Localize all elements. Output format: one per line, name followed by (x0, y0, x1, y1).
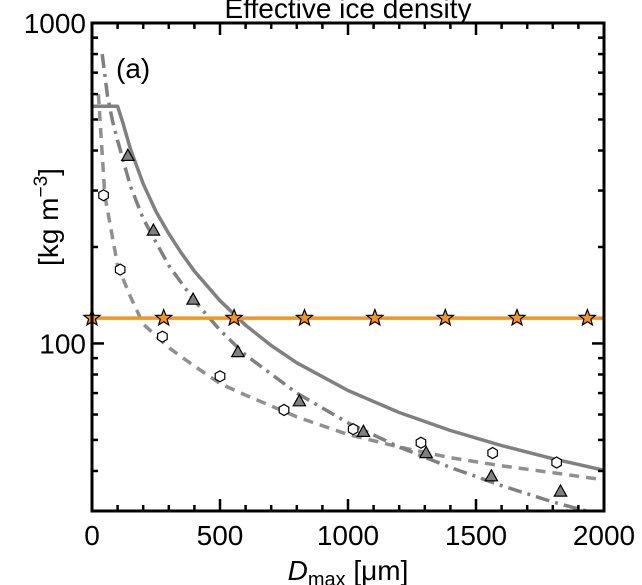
x-axis-label-subscript: max (308, 569, 346, 585)
star-marker (577, 307, 598, 327)
triangle-marker (553, 483, 568, 497)
hexagon-marker (114, 263, 126, 276)
triangle-marker (292, 393, 307, 407)
hexagon-marker (98, 189, 109, 202)
triangle-marker (185, 291, 201, 305)
y-axis-label-unit: [kg m (33, 197, 64, 265)
triangle-marker (120, 148, 136, 161)
star-marker (224, 307, 244, 327)
y-axis-label: [kg m−3] (31, 168, 64, 266)
hexagon-marker (214, 370, 226, 383)
triangle-marker (418, 445, 434, 459)
star-marker (153, 307, 174, 327)
y-axis-label-bracket: ] (33, 168, 64, 176)
series-line-solid (92, 104, 604, 473)
panel-label: (a) (116, 53, 150, 84)
chart-title: Effective ice density (225, 0, 472, 24)
x-axis-label-symbol: D (288, 555, 308, 585)
hexagon-marker (347, 423, 359, 436)
star-marker (365, 307, 385, 327)
y-axis-label-exponent: −3 (31, 176, 52, 198)
triangle-marker (230, 344, 246, 358)
x-tick-label: 0 (84, 520, 100, 551)
series-line-dashed (96, 93, 604, 482)
hexagon-marker (415, 436, 427, 449)
star-marker (294, 307, 315, 327)
x-tick-label: 500 (197, 520, 244, 551)
hexagon-marker (278, 403, 290, 417)
x-axis-label-unit: [μm] (346, 555, 409, 585)
hexagon-marker (551, 456, 563, 469)
triangle-marker (484, 468, 499, 482)
series-line-dashdot (100, 53, 594, 511)
x-tick-label: 2000 (573, 520, 635, 551)
x-tick-label: 1500 (445, 520, 507, 551)
x-axis-label: Dmax [μm] (288, 555, 409, 585)
star-marker (507, 307, 527, 327)
y-tick-label: 100 (39, 328, 86, 359)
triangle-marker (146, 222, 161, 236)
hexagon-marker (157, 330, 168, 343)
y-tick-label: 1000 (24, 8, 86, 39)
x-tick-label: 1000 (317, 520, 379, 551)
hexagon-marker (487, 446, 498, 460)
triangle-marker (356, 424, 371, 437)
star-marker (435, 307, 456, 327)
